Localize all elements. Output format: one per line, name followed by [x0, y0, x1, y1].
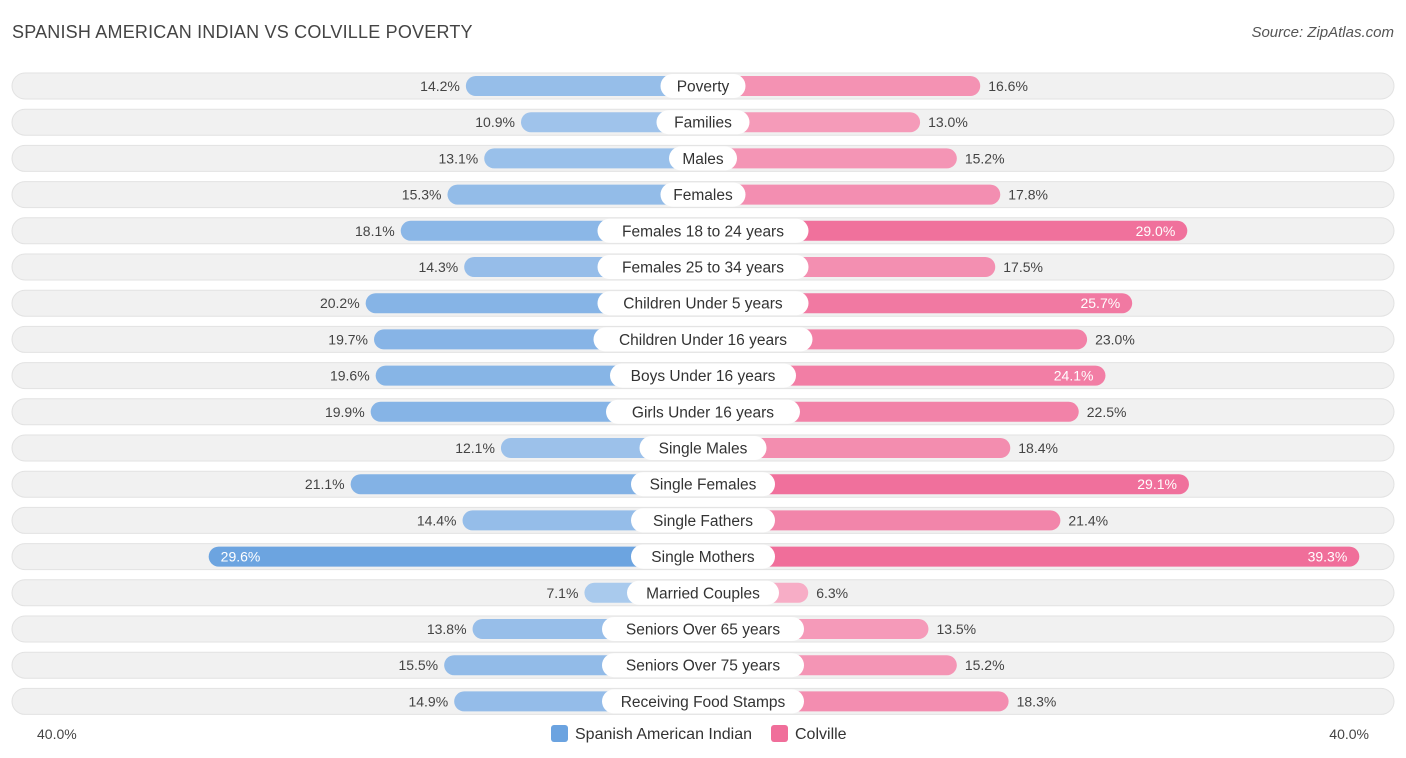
bar-spanish-american-indian-females: [447, 184, 703, 205]
bar-colville-poverty: [703, 76, 981, 96]
value-label-colville-single-females: 29.1%: [1137, 476, 1177, 492]
category-label-single-fathers: Single Fathers: [653, 513, 753, 530]
category-pill-females: [660, 182, 746, 207]
bar-spanish-american-indian-single-mothers: [208, 546, 703, 567]
category-label-receiving-food-stamps: Receiving Food Stamps: [621, 694, 786, 711]
bar-spanish-american-indian-poverty: [465, 76, 703, 96]
bar-colville-single-females: [703, 474, 1189, 495]
bar-colville-females: [703, 184, 1001, 205]
category-pill-children-under-5-years: [597, 291, 809, 316]
category-pill-children-under-16-years: [593, 327, 813, 352]
category-label-single-males: Single Males: [659, 441, 748, 458]
bar-colville-families: [703, 112, 921, 133]
bar-spanish-american-indian-single-females: [350, 474, 703, 495]
value-label-colville-single-fathers: 21.4%: [1068, 512, 1108, 528]
category-pill-seniors-over-65-years: [602, 617, 804, 641]
legend-label-colville: Colville: [795, 726, 847, 743]
category-label-poverty: Poverty: [677, 79, 730, 96]
value-label-spanish-american-indian-single-females: 21.1%: [305, 476, 345, 492]
category-label-single-females: Single Females: [650, 477, 757, 494]
bar-colville-single-fathers: [703, 510, 1061, 531]
category-pill-seniors-over-75-years: [602, 653, 804, 678]
category-label-children-under-16-years: Children Under 16 years: [619, 332, 787, 349]
value-label-spanish-american-indian-receiving-food-stamps: 14.9%: [408, 693, 448, 709]
bar-colville-females-18-to-24-years: [703, 220, 1188, 241]
chart-source: Source: ZipAtlas.com: [1251, 24, 1394, 41]
category-label-single-mothers: Single Mothers: [651, 549, 755, 566]
value-label-colville-females: 17.8%: [1008, 187, 1048, 203]
category-pill-families: [656, 110, 750, 135]
bar-spanish-american-indian-families: [520, 112, 703, 133]
value-label-colville-girls-under-16-years: 22.5%: [1087, 404, 1127, 420]
category-label-males: Males: [682, 151, 724, 168]
axis-right-label: 40.0%: [1329, 726, 1369, 742]
value-label-colville-males: 15.2%: [965, 150, 1005, 166]
category-pill-poverty: [660, 74, 746, 98]
category-pill-girls-under-16-years: [606, 399, 800, 424]
value-label-spanish-american-indian-females: 15.3%: [402, 187, 442, 203]
category-label-children-under-5-years: Children Under 5 years: [623, 296, 783, 313]
value-label-colville-families: 13.0%: [928, 114, 968, 130]
value-label-spanish-american-indian-girls-under-16-years: 19.9%: [325, 404, 365, 420]
value-label-spanish-american-indian-boys-under-16-years: 19.6%: [330, 368, 370, 384]
category-pill-single-mothers: [631, 544, 775, 569]
category-label-females-25-to-34-years: Females 25 to 34 years: [622, 260, 784, 277]
value-label-colville-children-under-16-years: 23.0%: [1095, 331, 1135, 347]
value-label-spanish-american-indian-children-under-5-years: 20.2%: [320, 295, 360, 311]
bar-colville-single-mothers: [703, 546, 1360, 567]
value-label-colville-boys-under-16-years: 24.1%: [1054, 368, 1094, 384]
value-label-colville-children-under-5-years: 25.7%: [1080, 295, 1120, 311]
category-label-seniors-over-75-years: Seniors Over 75 years: [626, 658, 780, 675]
value-label-spanish-american-indian-females-18-to-24-years: 18.1%: [355, 223, 395, 239]
bar-colville-single-males: [703, 438, 1011, 458]
category-pill-married-couples: [627, 580, 779, 605]
legend-swatch-colville: [771, 725, 788, 742]
bar-colville-males: [703, 148, 957, 169]
value-label-spanish-american-indian-married-couples: 7.1%: [547, 585, 579, 601]
value-label-spanish-american-indian-families: 10.9%: [475, 114, 515, 130]
category-pill-females-18-to-24-years: [597, 218, 809, 243]
value-label-colville-females-25-to-34-years: 17.5%: [1003, 259, 1043, 275]
category-pill-females-25-to-34-years: [597, 255, 809, 279]
value-label-colville-receiving-food-stamps: 18.3%: [1017, 693, 1057, 709]
value-label-colville-females-18-to-24-years: 29.0%: [1136, 223, 1176, 239]
value-label-spanish-american-indian-single-males: 12.1%: [455, 440, 495, 456]
value-label-spanish-american-indian-single-fathers: 14.4%: [417, 512, 457, 528]
bar-spanish-american-indian-males: [484, 148, 703, 169]
value-label-spanish-american-indian-seniors-over-65-years: 13.8%: [427, 621, 467, 637]
category-label-boys-under-16-years: Boys Under 16 years: [631, 368, 776, 385]
value-label-colville-seniors-over-65-years: 13.5%: [936, 621, 976, 637]
value-label-spanish-american-indian-seniors-over-75-years: 15.5%: [398, 657, 438, 673]
category-label-seniors-over-65-years: Seniors Over 65 years: [626, 622, 780, 639]
category-pill-single-males: [639, 436, 767, 460]
category-label-girls-under-16-years: Girls Under 16 years: [632, 404, 774, 421]
bar-colville-children-under-5-years: [703, 293, 1133, 314]
axis-left-label: 40.0%: [37, 726, 77, 742]
category-pill-receiving-food-stamps: [602, 689, 804, 714]
value-label-spanish-american-indian-females-25-to-34-years: 14.3%: [418, 259, 458, 275]
legend-label-spanish-american-indian: Spanish American Indian: [575, 726, 752, 743]
category-label-females: Females: [673, 187, 733, 204]
value-label-colville-seniors-over-75-years: 15.2%: [965, 657, 1005, 673]
category-pill-single-fathers: [631, 508, 775, 533]
category-pill-boys-under-16-years: [610, 363, 796, 388]
bar-colville-boys-under-16-years: [703, 365, 1106, 386]
value-label-colville-single-males: 18.4%: [1018, 440, 1058, 456]
legend-swatch-spanish-american-indian: [551, 725, 568, 742]
category-label-married-couples: Married Couples: [646, 585, 760, 602]
value-label-colville-single-mothers: 39.3%: [1308, 549, 1348, 565]
category-pill-males: [669, 146, 737, 171]
value-label-spanish-american-indian-poverty: 14.2%: [420, 78, 460, 94]
chart-title: SPANISH AMERICAN INDIAN VS COLVILLE POVE…: [12, 22, 473, 42]
value-label-colville-poverty: 16.6%: [988, 78, 1028, 94]
value-label-spanish-american-indian-children-under-16-years: 19.7%: [328, 331, 368, 347]
value-label-spanish-american-indian-males: 13.1%: [439, 150, 479, 166]
category-label-families: Families: [674, 115, 732, 132]
category-pill-single-females: [631, 472, 775, 497]
value-label-spanish-american-indian-single-mothers: 29.6%: [221, 549, 261, 565]
category-label-females-18-to-24-years: Females 18 to 24 years: [622, 223, 784, 240]
value-label-colville-married-couples: 6.3%: [816, 585, 848, 601]
